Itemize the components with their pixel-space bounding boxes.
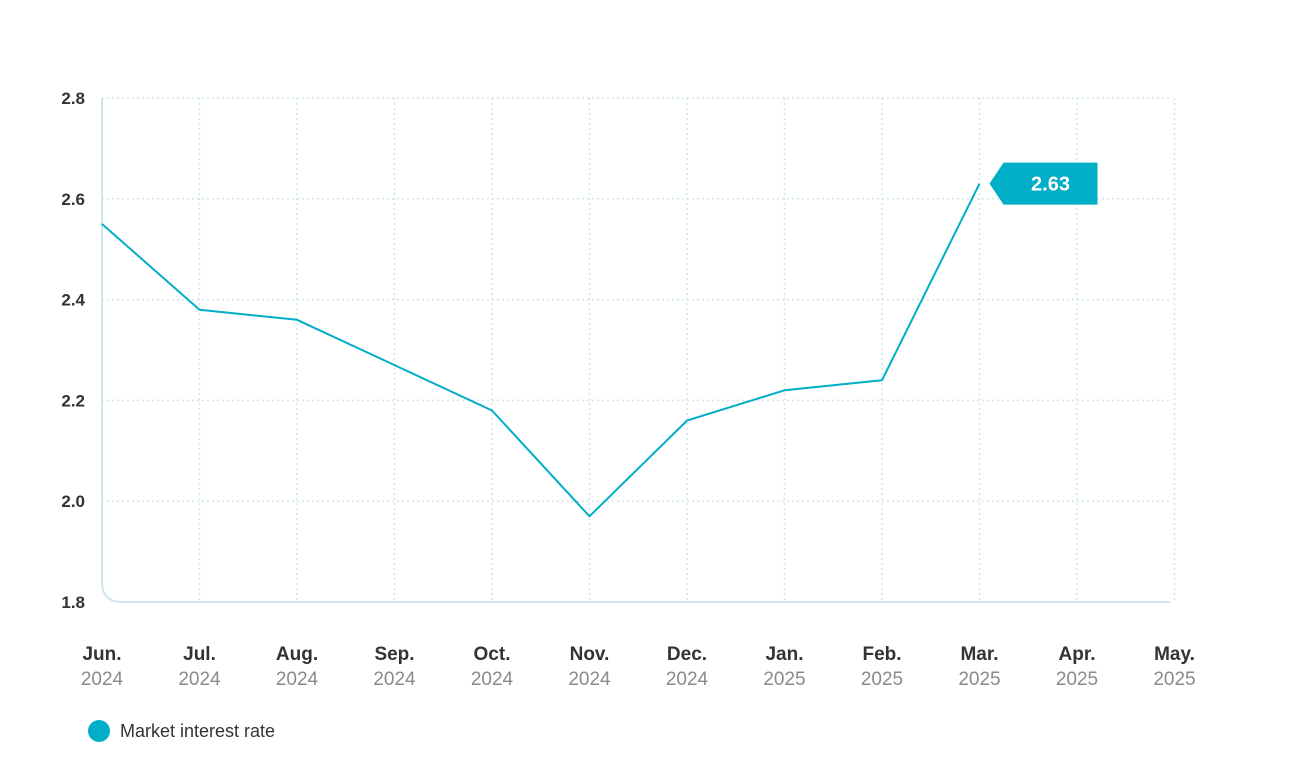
y-axis-ticks: 1.8 2.0 2.2 2.4 2.6 2.8 xyxy=(61,89,85,612)
series-group xyxy=(101,183,981,518)
callout-label: 2.63 xyxy=(1031,174,1070,196)
x-tick-label-month: Apr. xyxy=(1059,644,1096,665)
x-tick-label-month: Dec. xyxy=(667,644,707,665)
x-tick-label-year: 2025 xyxy=(958,669,1000,690)
series-line xyxy=(101,183,981,518)
callout-box xyxy=(989,162,1098,205)
y-tick-label: 2.2 xyxy=(61,391,85,410)
x-tick-label-year: 2025 xyxy=(1153,669,1195,690)
y-tick-label: 2.6 xyxy=(61,190,85,209)
x-tick-label-year: 2024 xyxy=(666,669,709,690)
x-tick-label-month: Jan. xyxy=(765,644,803,665)
x-tick-label-month: Sep. xyxy=(374,644,414,665)
x-tick-label-year: 2024 xyxy=(373,669,416,690)
x-tick-label-month: Feb. xyxy=(862,644,901,665)
value-callout: 2.63 xyxy=(989,162,1098,205)
x-tick-label-year: 2024 xyxy=(178,669,221,690)
x-tick-label-month: Jul. xyxy=(183,644,216,665)
x-tick-label-year: 2024 xyxy=(81,669,124,690)
x-tick-label-month: Nov. xyxy=(570,644,610,665)
y-tick-label: 1.8 xyxy=(61,593,85,612)
x-tick-label-year: 2024 xyxy=(276,669,319,690)
legend: Market interest rate xyxy=(88,720,275,742)
legend-marker xyxy=(88,720,110,742)
y-tick-label: 2.8 xyxy=(61,89,85,108)
legend-label: Market interest rate xyxy=(120,720,276,741)
x-tick-label-month: Aug. xyxy=(276,644,318,665)
y-tick-label: 2.0 xyxy=(61,492,85,511)
x-tick-label-year: 2025 xyxy=(1056,669,1098,690)
x-tick-label-month: Oct. xyxy=(474,644,511,665)
axis-line xyxy=(101,98,1170,603)
y-tick-label: 2.4 xyxy=(61,291,85,310)
x-tick-label-year: 2024 xyxy=(471,669,514,690)
x-tick-label-month: Jun. xyxy=(82,644,121,665)
x-tick-label-year: 2025 xyxy=(861,669,903,690)
x-tick-label-year: 2024 xyxy=(568,669,611,690)
x-tick-label-month: May. xyxy=(1154,644,1195,665)
line-chart: 1.8 2.0 2.2 2.4 2.6 2.8 Jun. 2024 Jul. 2024 Aug. 2… xyxy=(61,89,1196,690)
x-tick-label-month: Mar. xyxy=(960,644,998,665)
x-tick-label-year: 2025 xyxy=(763,669,805,690)
grid-lines xyxy=(102,97,1176,602)
x-axis-ticks: Jun. 2024 Jul. 2024 Aug. 2024 Sep. 2024 Oct. 2024… xyxy=(81,644,1196,690)
